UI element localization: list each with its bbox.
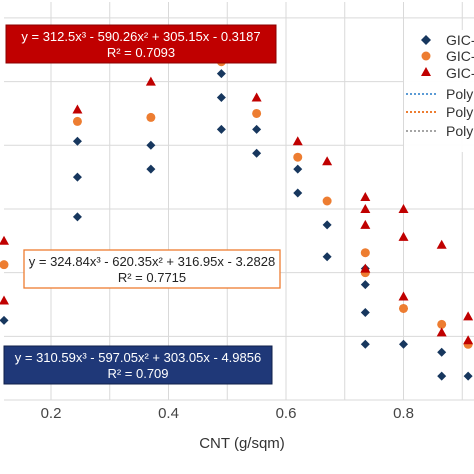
data-point-diamond bbox=[146, 164, 156, 174]
data-point-triangle bbox=[436, 327, 447, 337]
data-point-circle bbox=[437, 319, 447, 329]
equation-text: y = 310.59x³ - 597.05x² + 303.05x - 4.98… bbox=[15, 350, 261, 365]
legend-label: Poly bbox=[446, 104, 473, 120]
data-point-diamond bbox=[360, 339, 370, 349]
equation-box-gray-trend: y = 312.5x³ - 590.26x² + 305.15x - 0.318… bbox=[5, 24, 277, 64]
x-tick-label: 0.2 bbox=[41, 405, 62, 422]
x-axis-title: CNT (g/sqm) bbox=[199, 435, 285, 452]
data-point-diamond bbox=[72, 212, 82, 222]
x-tick-labels: 0.2 0.4 0.6 0.8 bbox=[41, 405, 414, 422]
legend-label: GIC- bbox=[446, 48, 474, 64]
data-point-triangle bbox=[398, 291, 409, 301]
data-point-triangle bbox=[436, 239, 447, 249]
equation-text: y = 324.84x³ - 620.35x² + 316.95x - 3.28… bbox=[29, 254, 275, 269]
data-point-diamond bbox=[293, 188, 303, 198]
data-point-circle bbox=[72, 116, 82, 126]
data-point-triangle bbox=[72, 104, 83, 114]
legend-entry-series-1: GIC- bbox=[421, 32, 474, 48]
data-point-triangle bbox=[322, 156, 333, 166]
legend-entry-trend-1: Poly bbox=[406, 86, 473, 102]
data-point-diamond bbox=[399, 339, 408, 349]
data-point-diamond bbox=[252, 124, 262, 134]
data-point-diamond bbox=[360, 280, 370, 290]
data-point-diamond bbox=[293, 164, 303, 174]
data-point-triangle bbox=[251, 92, 262, 102]
data-point-diamond bbox=[463, 371, 473, 381]
x-tick-label: 0.8 bbox=[393, 405, 414, 422]
data-point-triangle bbox=[0, 235, 9, 245]
data-point-triangle bbox=[0, 295, 9, 305]
data-point-triangle bbox=[145, 76, 156, 86]
legend-entry-series-3: GIC- bbox=[421, 65, 474, 81]
equation-box-blue-trend: y = 310.59x³ - 597.05x² + 303.05x - 4.98… bbox=[3, 345, 273, 385]
data-point-triangle bbox=[463, 335, 474, 345]
circle-marker-icon bbox=[421, 51, 431, 61]
data-point-diamond bbox=[0, 315, 9, 325]
data-point-diamond bbox=[216, 69, 226, 79]
data-point-circle bbox=[252, 108, 262, 118]
equation-box-bg bbox=[5, 24, 277, 64]
data-point-diamond bbox=[72, 136, 82, 146]
data-point-triangle bbox=[360, 219, 371, 229]
legend-entry-trend-2: Poly bbox=[406, 104, 473, 120]
data-point-diamond bbox=[252, 148, 262, 158]
data-point-circle bbox=[360, 248, 370, 258]
triangle-marker-icon bbox=[421, 67, 431, 76]
data-point-circle bbox=[0, 260, 9, 270]
data-point-diamond bbox=[322, 220, 332, 230]
data-point-triangle bbox=[360, 192, 371, 202]
grid bbox=[4, 2, 474, 401]
data-point-circle bbox=[322, 196, 332, 206]
data-point-triangle bbox=[360, 203, 371, 213]
data-point-circle bbox=[146, 112, 156, 122]
data-point-circle bbox=[293, 152, 303, 162]
data-point-diamond bbox=[216, 124, 226, 134]
equation-text: y = 312.5x³ - 590.26x² + 305.15x - 0.318… bbox=[21, 29, 260, 44]
r-squared-text: R² = 0.7093 bbox=[107, 45, 175, 60]
equation-box-bg bbox=[3, 345, 273, 385]
data-points bbox=[0, 52, 474, 381]
data-point-triangle bbox=[398, 231, 409, 241]
data-point-diamond bbox=[72, 172, 82, 182]
r-squared-text: R² = 0.709 bbox=[107, 366, 168, 381]
data-point-triangle bbox=[292, 136, 303, 146]
equation-box-bg bbox=[23, 249, 281, 289]
x-tick-label: 0.6 bbox=[276, 405, 297, 422]
data-point-triangle bbox=[463, 311, 474, 321]
diamond-marker-icon bbox=[421, 35, 431, 45]
legend-label: GIC- bbox=[446, 65, 474, 81]
legend-entry-trend-3: Poly bbox=[406, 123, 473, 139]
data-point-diamond bbox=[322, 252, 332, 262]
legend: GIC- GIC- GIC- Poly Poly Poly bbox=[404, 30, 474, 152]
data-point-diamond bbox=[437, 347, 447, 357]
data-point-circle bbox=[399, 303, 408, 313]
legend-label: GIC- bbox=[446, 32, 474, 48]
data-point-triangle bbox=[360, 263, 371, 273]
legend-entry-series-2: GIC- bbox=[421, 48, 474, 64]
data-point-diamond bbox=[146, 140, 156, 150]
data-point-triangle bbox=[398, 203, 409, 213]
data-point-diamond bbox=[360, 307, 370, 317]
equation-box-orange-trend: y = 324.84x³ - 620.35x² + 316.95x - 3.28… bbox=[23, 249, 281, 289]
legend-label: Poly bbox=[446, 123, 473, 139]
x-tick-label: 0.4 bbox=[158, 405, 179, 422]
r-squared-text: R² = 0.7715 bbox=[118, 270, 186, 285]
data-point-diamond bbox=[437, 371, 447, 381]
data-point-diamond bbox=[216, 93, 226, 103]
legend-label: Poly bbox=[446, 86, 473, 102]
